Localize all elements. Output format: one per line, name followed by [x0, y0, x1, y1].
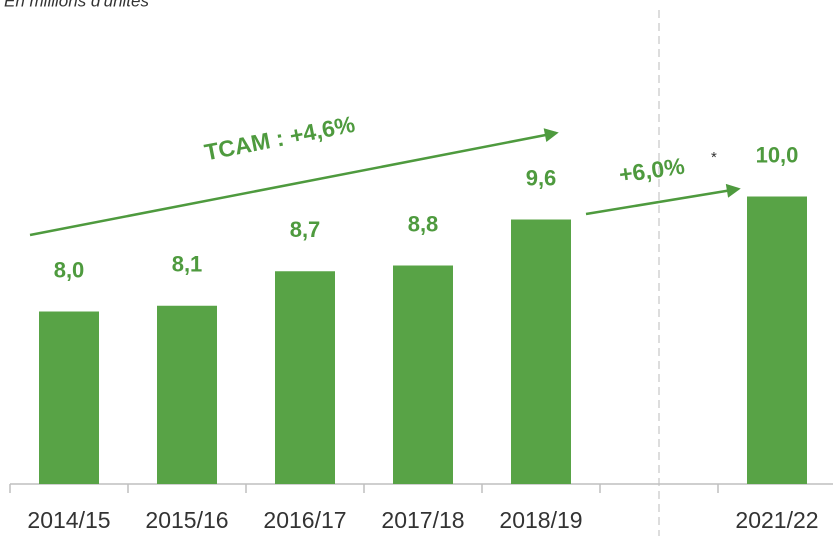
- bar: [275, 271, 335, 484]
- bar: [39, 311, 99, 484]
- value-label: 10,0: [756, 142, 799, 167]
- bar: [157, 305, 217, 484]
- growth-arrow: [585, 183, 741, 216]
- trend-arrow: [29, 128, 559, 237]
- footnote-mark: *: [711, 149, 717, 166]
- value-label: 8,8: [408, 211, 439, 236]
- bar: [747, 196, 807, 484]
- x-tick-label: 2017/18: [381, 507, 464, 533]
- value-label: 8,0: [54, 257, 85, 282]
- subtitle: En millions d'unités: [4, 0, 149, 10]
- x-tick-label: 2015/16: [145, 507, 228, 533]
- growth-annotation: +6,0%: [617, 153, 686, 188]
- value-label: 9,6: [526, 165, 557, 190]
- value-label: 8,1: [172, 252, 203, 277]
- x-tick-label: 2021/22: [735, 507, 818, 533]
- x-tick-label: 2018/19: [499, 507, 582, 533]
- bar: [511, 219, 571, 484]
- x-tick-label: 2016/17: [263, 507, 346, 533]
- x-tick-label: 2014/15: [27, 507, 110, 533]
- value-label: 8,7: [290, 217, 321, 242]
- cagr-annotation: TCAM : +4,6%: [202, 111, 357, 166]
- bar: [393, 265, 453, 484]
